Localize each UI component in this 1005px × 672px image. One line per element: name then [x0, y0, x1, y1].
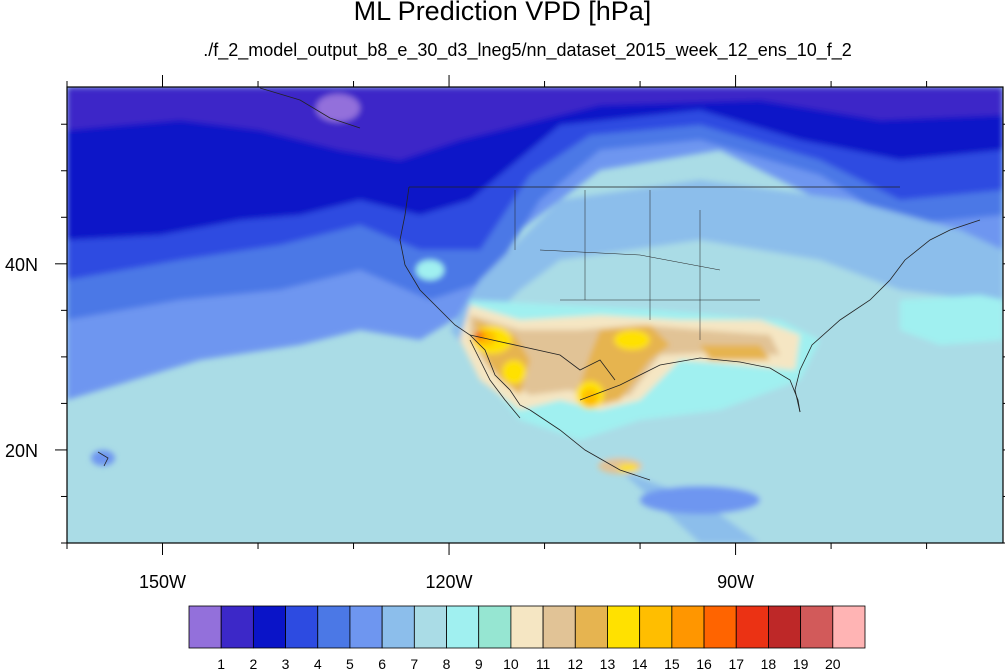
contour-level-13c: [700, 345, 770, 360]
colorbar-label: 1: [217, 656, 225, 672]
contour-level-7-wash: [416, 260, 444, 280]
colorbar-label: 15: [664, 656, 680, 672]
colorbar-swatch: [800, 605, 834, 649]
colorbar-label: 19: [793, 656, 809, 672]
colorbar-swatch: [188, 605, 222, 649]
contour-level-14-d: [502, 360, 526, 384]
colorbar-label: 17: [728, 656, 744, 672]
colorbar-swatch: [607, 605, 641, 649]
colorbar-label: 16: [696, 656, 712, 672]
chart-title: ML Prediction VPD [hPa]: [353, 0, 652, 26]
colorbar-swatch: [574, 605, 608, 649]
coastlines: [97, 87, 981, 481]
colorbar-label: 2: [249, 656, 257, 672]
colorbar-swatch: [478, 605, 512, 649]
colorbar-label: 10: [503, 656, 519, 672]
colorbar-label: 20: [825, 656, 841, 672]
colorbar-swatch: [446, 605, 480, 649]
contour-level-6-mx: [640, 486, 760, 514]
colorbar-swatch: [413, 605, 447, 649]
axis-ticks: [55, 75, 1005, 555]
colorbar-swatch: [285, 605, 319, 649]
colorbar-swatch: [639, 605, 673, 649]
colorbar-label: 8: [443, 656, 451, 672]
y-tick-label: 40N: [5, 255, 38, 275]
colorbar-swatch: [317, 605, 351, 649]
axis-tick-labels: 150W 120W 90W 40N 20N: [5, 255, 754, 592]
contour-level-6-hawaii: [91, 450, 115, 466]
colorbar-label: 12: [567, 656, 583, 672]
colorbar-label: 18: [761, 656, 777, 672]
contour-level-9-east: [900, 295, 1003, 345]
colorbar-label: 6: [378, 656, 386, 672]
colorbar-label: 11: [536, 656, 551, 672]
colorbar-swatch: [768, 605, 802, 649]
colorbar-swatch: [735, 605, 769, 649]
colorbar-label: 13: [600, 656, 616, 672]
colorbar-label: 7: [410, 656, 418, 672]
colorbar-label: 9: [475, 656, 483, 672]
colorbar-swatch: [703, 605, 737, 649]
colorbar-swatch: [252, 605, 286, 649]
colorbar-label: 5: [346, 656, 354, 672]
colorbar-swatch: [542, 605, 576, 649]
contour-level-14-mx: [618, 464, 638, 472]
y-tick-label: 20N: [5, 441, 38, 461]
colorbar-swatch: [220, 605, 254, 649]
map-frame: [66, 86, 1004, 544]
contour-level-2: [67, 87, 1003, 160]
x-tick-label: 120W: [426, 572, 473, 592]
colorbar-labels: 1 2 3 4 5 6 7 8 9 10 11 12 13 14 15 16 17 18 19 20: [217, 656, 841, 672]
colorbar-swatch: [832, 605, 866, 649]
colorbar-swatch: [381, 605, 415, 649]
colorbar-swatch: [349, 605, 383, 649]
map-area: [67, 87, 1003, 543]
colorbar-label: 4: [314, 656, 322, 672]
contour-level-14-b: [614, 330, 650, 350]
colorbar-swatch: [510, 605, 544, 649]
colorbar-label: 3: [282, 656, 290, 672]
chart-subtitle: ./f_2_model_output_b8_e_30_d3_lneg5/nn_d…: [203, 40, 852, 60]
colorbar: [188, 605, 866, 649]
contour-level-1: [316, 94, 360, 122]
colorbar-swatch: [671, 605, 705, 649]
x-tick-label: 90W: [717, 572, 754, 592]
contour-level-15-b: [582, 389, 598, 407]
x-tick-label: 150W: [139, 572, 186, 592]
colorbar-label: 14: [632, 656, 648, 672]
